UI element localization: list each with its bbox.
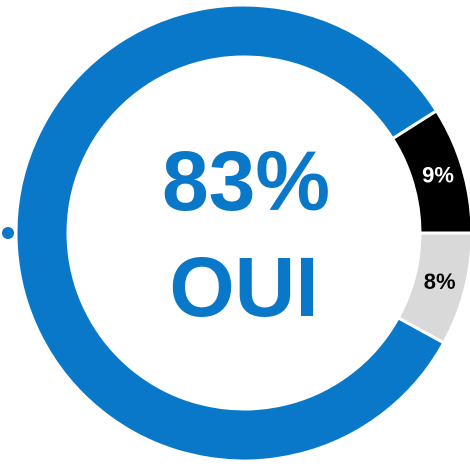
legend-dot xyxy=(2,227,14,239)
ring xyxy=(14,3,470,463)
center-value: 83% xyxy=(162,134,330,228)
segment xyxy=(396,231,470,345)
segment xyxy=(14,3,446,463)
data-label: 8% xyxy=(424,269,456,294)
center-category: OUI xyxy=(169,240,318,334)
data-label: 9% xyxy=(422,162,454,187)
